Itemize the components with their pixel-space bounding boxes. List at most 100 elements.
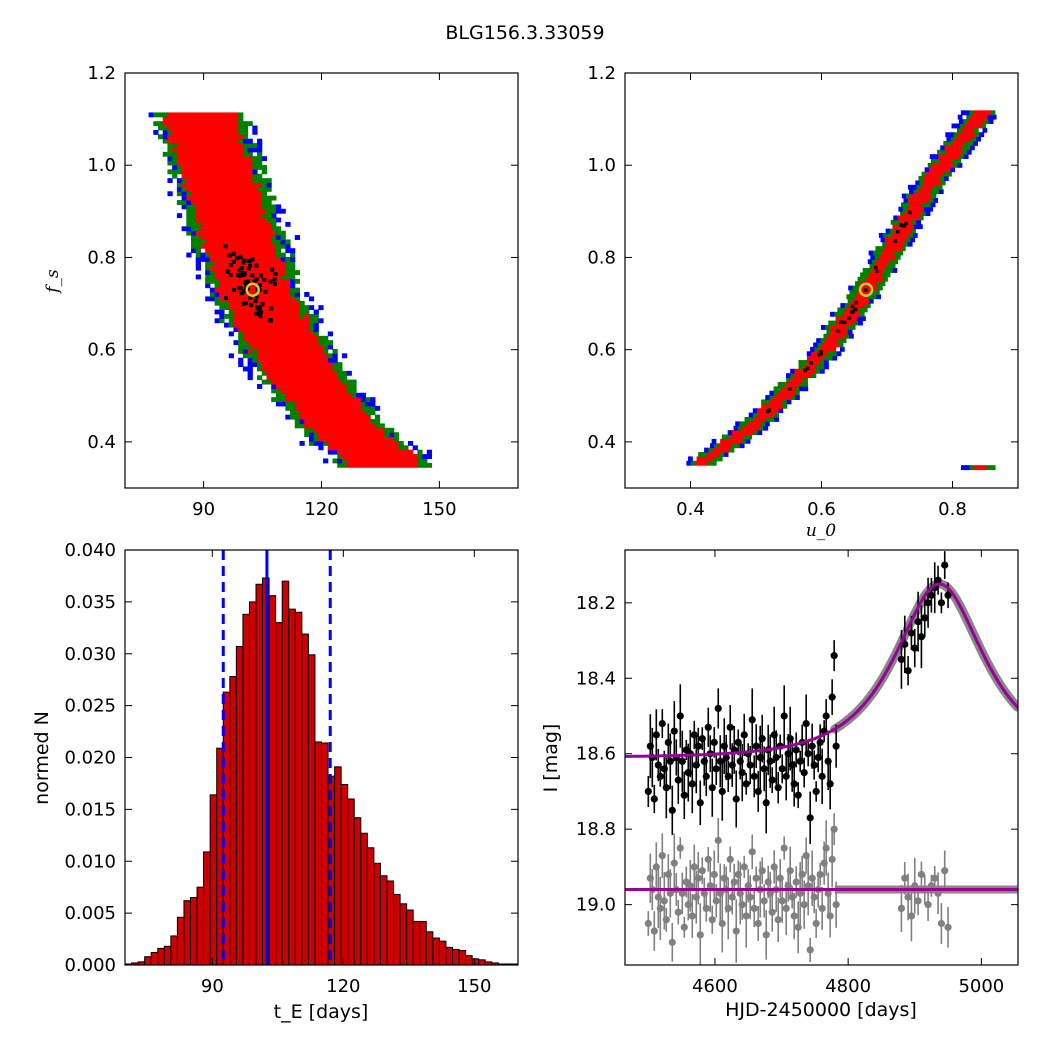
confidence-cell [162, 151, 168, 157]
confidence-cell [219, 300, 225, 306]
confidence-cell [205, 151, 211, 157]
confidence-cell [290, 366, 296, 372]
data-point [758, 867, 766, 875]
confidence-cell [233, 129, 239, 135]
mcmc-sample [874, 269, 879, 273]
confidence-cell [257, 191, 263, 197]
histogram-bar [176, 916, 185, 966]
confidence-cell [951, 154, 956, 160]
confidence-cell [238, 191, 244, 197]
confidence-cell [233, 160, 239, 166]
confidence-cell [242, 125, 249, 131]
confidence-cell [181, 121, 187, 127]
confidence-cell [318, 440, 324, 446]
data-point [740, 731, 748, 739]
confidence-cell [214, 252, 220, 258]
mcmc-sample [854, 300, 859, 305]
confidence-cell [228, 283, 234, 289]
confidence-cell [290, 384, 296, 389]
data-point [732, 795, 740, 803]
confidence-cell [735, 443, 741, 449]
y-tick-label: 1.0 [587, 155, 616, 176]
confidence-cell [219, 200, 225, 205]
confidence-cell [209, 186, 216, 192]
confidence-cell [937, 184, 943, 190]
confidence-cell [332, 379, 338, 385]
confidence-cell [257, 344, 263, 350]
confidence-cell [167, 151, 173, 157]
confidence-cell [828, 351, 833, 357]
confidence-cell [191, 151, 197, 157]
histogram-bar [393, 893, 401, 966]
data-point [742, 912, 750, 920]
confidence-cell [252, 335, 258, 341]
confidence-cell [904, 233, 910, 238]
confidence-cell [828, 320, 834, 326]
confidence-cell [308, 327, 315, 332]
data-point [704, 723, 712, 731]
x-tick-label: 4600 [692, 976, 738, 997]
confidence-cell [304, 397, 310, 403]
confidence-cell [257, 217, 263, 223]
confidence-cell [885, 272, 891, 278]
confidence-cell [313, 318, 319, 324]
confidence-cell [384, 436, 390, 442]
confidence-cell [280, 392, 286, 398]
confidence-cell [422, 458, 428, 464]
confidence-cell [341, 414, 348, 420]
confidence-cell [290, 392, 296, 398]
confidence-cell [360, 405, 367, 411]
x-tick-label: 90 [201, 976, 224, 997]
confidence-cell [186, 182, 192, 188]
confidence-cell [176, 156, 183, 162]
y-tick-label: 1.2 [87, 63, 116, 84]
mcmc-sample [850, 310, 854, 314]
confidence-cell [393, 458, 400, 464]
confidence-cell [195, 221, 201, 227]
confidence-cell [271, 213, 277, 219]
confidence-cell [271, 357, 277, 363]
confidence-cell [238, 318, 244, 324]
confidence-cell [228, 121, 234, 127]
confidence-cell [176, 160, 183, 166]
confidence-cell [261, 340, 267, 346]
confidence-cell [242, 344, 249, 350]
confidence-cell [351, 397, 357, 403]
y-tick-label: 0.035 [64, 592, 116, 613]
confidence-cell [153, 121, 159, 127]
confidence-cell [946, 154, 952, 160]
confidence-cell [224, 300, 230, 306]
confidence-cell [883, 246, 889, 252]
confidence-cell [238, 362, 244, 367]
confidence-cell [915, 180, 921, 186]
confidence-cell [280, 401, 286, 407]
data-point [760, 897, 768, 905]
data-point [818, 772, 826, 780]
confidence-cell [907, 184, 913, 190]
confidence-cell [337, 375, 343, 381]
confidence-cell [176, 182, 183, 188]
confidence-cell [219, 318, 225, 324]
confidence-cell [181, 129, 187, 135]
confidence-cell [346, 454, 352, 459]
confidence-cell [384, 432, 390, 438]
confidence-cell [323, 410, 329, 416]
confidence-cell [393, 432, 400, 438]
confidence-cell [790, 395, 796, 400]
data-point [676, 712, 684, 720]
confidence-cell [252, 296, 258, 302]
confidence-cell [257, 156, 263, 162]
confidence-cell [834, 311, 840, 317]
confidence-cell [360, 462, 367, 468]
histogram-bar [275, 622, 283, 966]
confidence-cell [285, 357, 291, 363]
confidence-cell [356, 449, 362, 455]
confidence-cell [299, 357, 305, 363]
confidence-cell [895, 241, 900, 247]
confidence-cell [224, 143, 230, 148]
confidence-cell [895, 219, 900, 225]
confidence-cell [242, 322, 249, 328]
data-point [738, 901, 746, 909]
confidence-cell [968, 123, 974, 129]
confidence-cell [323, 353, 329, 359]
